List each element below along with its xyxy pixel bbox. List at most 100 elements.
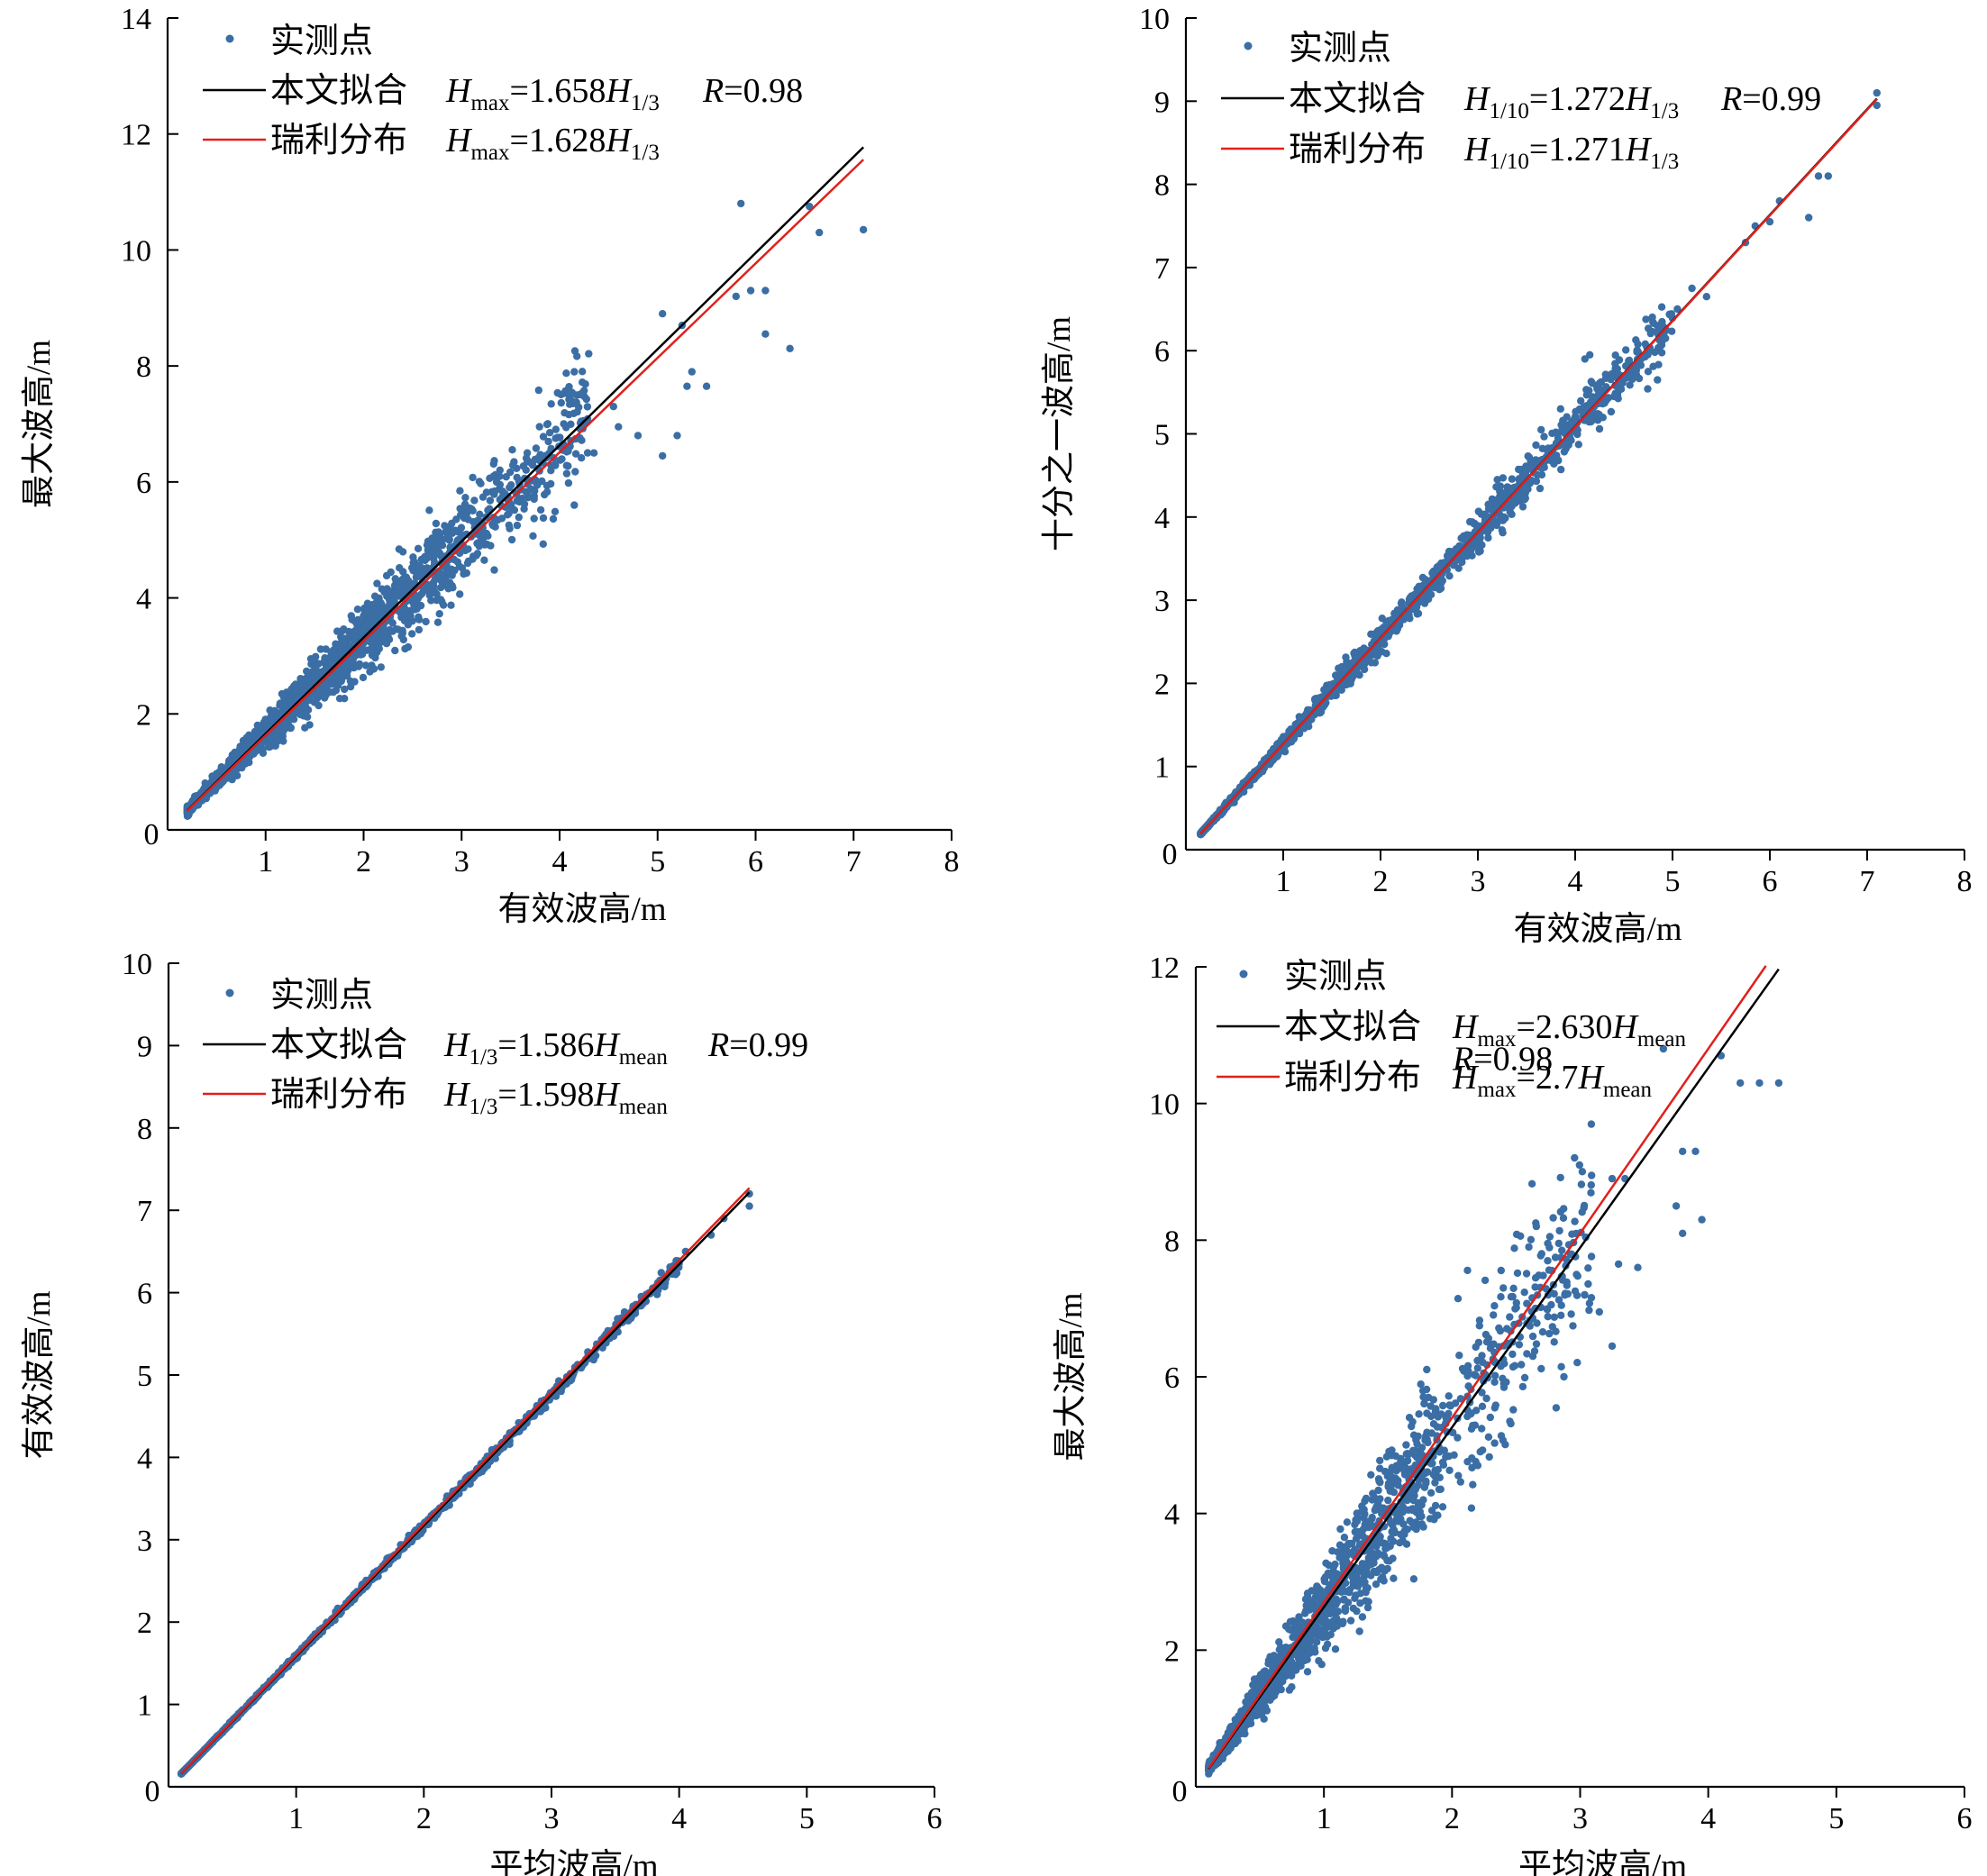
data-point xyxy=(312,652,320,660)
data-point xyxy=(497,515,506,523)
data-point xyxy=(449,584,457,592)
data-point xyxy=(547,479,555,488)
data-point xyxy=(433,618,442,626)
data-point xyxy=(414,595,422,603)
data-point xyxy=(1499,529,1507,537)
data-point xyxy=(1481,510,1490,518)
data-point xyxy=(301,724,309,732)
data-point xyxy=(1632,370,1641,378)
eq-part: 1/10 xyxy=(1489,99,1528,123)
x-tick-label: 7 xyxy=(1860,865,1875,898)
y-tick-label: 3 xyxy=(137,1525,152,1558)
data-point xyxy=(303,667,311,676)
y-tick-label: 4 xyxy=(136,583,151,616)
data-point xyxy=(447,601,455,609)
data-point xyxy=(490,566,498,574)
x-tick-label: 6 xyxy=(748,845,763,879)
y-tick-label: 10 xyxy=(1139,3,1170,36)
data-point xyxy=(480,556,488,564)
data-point xyxy=(259,749,268,757)
eq-part: 1/3 xyxy=(1650,99,1679,123)
data-point xyxy=(338,675,346,683)
y-tick-label: 5 xyxy=(137,1360,152,1393)
data-point xyxy=(746,287,755,295)
y-axis-label: 十分之一波高/m xyxy=(1040,316,1078,551)
data-point xyxy=(355,627,364,635)
data-point xyxy=(353,606,362,614)
data-point xyxy=(345,660,353,669)
data-point xyxy=(1657,303,1666,311)
eq-part: H xyxy=(445,122,473,159)
data-point xyxy=(488,520,497,528)
data-point xyxy=(456,487,464,495)
data-point xyxy=(366,668,374,676)
data-point xyxy=(585,350,593,358)
y-axis-label: 最大波高/m xyxy=(20,340,58,508)
data-point xyxy=(513,496,521,505)
data-point xyxy=(281,702,290,710)
data-point xyxy=(539,433,548,441)
data-point xyxy=(367,645,375,653)
y-tick-label: 14 xyxy=(121,3,151,36)
data-point xyxy=(362,617,371,625)
data-point xyxy=(375,640,383,648)
data-point xyxy=(468,505,476,514)
data-point xyxy=(1873,88,1881,97)
data-point xyxy=(409,566,417,575)
data-point xyxy=(385,635,394,643)
data-point xyxy=(423,554,431,562)
data-point xyxy=(535,423,543,431)
data-point xyxy=(400,616,409,624)
data-point xyxy=(1607,407,1616,416)
data-point xyxy=(486,496,495,505)
data-point xyxy=(659,310,667,318)
data-point xyxy=(386,625,394,634)
data-point xyxy=(1581,355,1590,363)
r-symbol: R xyxy=(1720,80,1742,118)
data-point xyxy=(1814,172,1823,180)
data-point xyxy=(1438,577,1447,585)
x-tick-label: 5 xyxy=(1665,865,1681,898)
x-tick-label: 3 xyxy=(454,845,469,879)
eq-part: 1/3 xyxy=(1650,150,1679,174)
data-point xyxy=(1644,368,1653,376)
data-point xyxy=(382,571,391,580)
eq-part: 1/3 xyxy=(631,91,660,115)
data-point xyxy=(265,742,273,750)
y-tick-label: 2 xyxy=(1154,668,1170,701)
data-point xyxy=(816,228,824,237)
data-point xyxy=(366,638,375,646)
data-point xyxy=(1501,514,1509,523)
data-point xyxy=(1393,624,1402,633)
data-point xyxy=(1548,454,1557,462)
x-tick-label: 5 xyxy=(799,1802,815,1835)
data-point xyxy=(589,449,598,457)
data-point xyxy=(529,532,537,540)
eq-part: H xyxy=(1625,80,1653,118)
data-point xyxy=(380,588,388,596)
data-point xyxy=(1499,490,1508,498)
eq-part: 1/3 xyxy=(631,141,660,165)
data-point xyxy=(428,588,436,597)
data-point xyxy=(507,481,515,489)
data-point xyxy=(399,574,407,583)
data-point xyxy=(551,507,560,515)
data-point xyxy=(1667,310,1676,318)
data-point xyxy=(1642,315,1650,323)
data-point xyxy=(1506,507,1514,516)
data-point xyxy=(562,423,570,432)
data-point xyxy=(761,287,770,295)
data-point xyxy=(1493,476,1501,484)
eq-part: =1.271 xyxy=(1529,131,1626,168)
data-point xyxy=(435,610,443,618)
y-tick-label: 1 xyxy=(137,1689,152,1723)
data-point xyxy=(1332,671,1340,679)
eq-part: 1/10 xyxy=(1489,150,1528,174)
y-tick-label: 4 xyxy=(1154,502,1170,535)
y-tick-label: 6 xyxy=(137,1278,152,1311)
data-point xyxy=(335,695,344,703)
data-point xyxy=(399,635,407,644)
data-point xyxy=(314,690,323,699)
data-point xyxy=(424,541,433,550)
